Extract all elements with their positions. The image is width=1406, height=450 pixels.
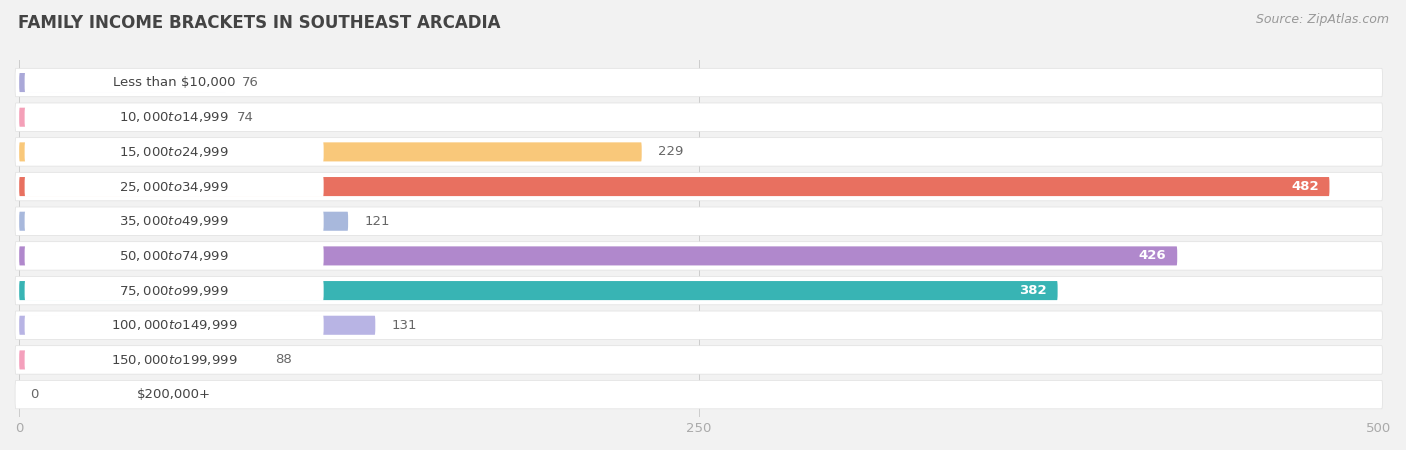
FancyBboxPatch shape [20,73,226,92]
Text: $75,000 to $99,999: $75,000 to $99,999 [120,284,229,297]
FancyBboxPatch shape [15,242,1382,270]
Text: $10,000 to $14,999: $10,000 to $14,999 [120,110,229,124]
FancyBboxPatch shape [15,68,1382,97]
Text: $25,000 to $34,999: $25,000 to $34,999 [120,180,229,194]
FancyBboxPatch shape [25,176,323,197]
Text: $150,000 to $199,999: $150,000 to $199,999 [111,353,238,367]
Text: 229: 229 [658,145,683,158]
Text: 382: 382 [1019,284,1046,297]
FancyBboxPatch shape [20,177,1330,196]
FancyBboxPatch shape [25,280,323,301]
Text: 0: 0 [30,388,38,401]
FancyBboxPatch shape [20,142,641,162]
Text: 482: 482 [1291,180,1319,193]
FancyBboxPatch shape [25,72,323,93]
Text: 131: 131 [392,319,418,332]
FancyBboxPatch shape [25,350,323,370]
FancyBboxPatch shape [25,246,323,266]
Text: FAMILY INCOME BRACKETS IN SOUTHEAST ARCADIA: FAMILY INCOME BRACKETS IN SOUTHEAST ARCA… [18,14,501,32]
Text: 426: 426 [1139,249,1167,262]
FancyBboxPatch shape [20,108,221,127]
FancyBboxPatch shape [20,246,1177,266]
Text: Less than $10,000: Less than $10,000 [112,76,235,89]
FancyBboxPatch shape [15,380,1382,409]
FancyBboxPatch shape [15,138,1382,166]
Text: Source: ZipAtlas.com: Source: ZipAtlas.com [1256,14,1389,27]
Text: $35,000 to $49,999: $35,000 to $49,999 [120,214,229,228]
Text: 88: 88 [274,353,291,366]
Text: $200,000+: $200,000+ [138,388,211,401]
FancyBboxPatch shape [25,315,323,336]
FancyBboxPatch shape [15,103,1382,131]
FancyBboxPatch shape [15,346,1382,374]
FancyBboxPatch shape [15,172,1382,201]
Text: $100,000 to $149,999: $100,000 to $149,999 [111,318,238,332]
FancyBboxPatch shape [25,211,323,231]
FancyBboxPatch shape [20,212,349,231]
FancyBboxPatch shape [20,351,259,369]
Text: 121: 121 [364,215,389,228]
FancyBboxPatch shape [25,142,323,162]
FancyBboxPatch shape [25,384,323,405]
FancyBboxPatch shape [20,281,1057,300]
FancyBboxPatch shape [25,107,323,127]
Text: 76: 76 [242,76,259,89]
FancyBboxPatch shape [20,316,375,335]
Text: $15,000 to $24,999: $15,000 to $24,999 [120,145,229,159]
FancyBboxPatch shape [15,276,1382,305]
Text: $50,000 to $74,999: $50,000 to $74,999 [120,249,229,263]
FancyBboxPatch shape [15,207,1382,235]
Text: 74: 74 [236,111,253,124]
FancyBboxPatch shape [15,311,1382,339]
